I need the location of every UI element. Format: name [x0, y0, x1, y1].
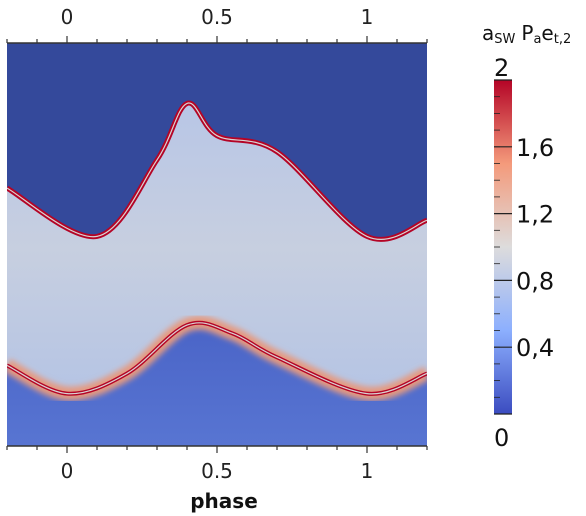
x-axis-top [6, 36, 428, 44]
x-axis-bottom [6, 445, 428, 453]
x-axis-bottom-tick-labels: 0 0.5 1 [61, 459, 374, 483]
colorbar-tick-label: 0,4 [516, 334, 554, 362]
x-axis-top-tick-label: 0.5 [201, 5, 233, 29]
heatmap-lower-region [7, 322, 427, 446]
x-axis-bottom-tick-label: 0.5 [201, 459, 233, 483]
colorbar-tick-label: 1,6 [516, 134, 554, 162]
colorbar-tick-label: 1,2 [516, 201, 554, 229]
x-axis-top-tick-labels: 0 0.5 1 [61, 5, 374, 29]
colorbar-title: aSW Paet,2 [482, 21, 571, 47]
heatmap-band-upper-outline [7, 102, 427, 240]
x-axis-top-tick-label: 1 [361, 5, 374, 29]
colorbar-tick-label: 2 [494, 54, 509, 82]
heatmap-band-lower-outline [7, 322, 427, 395]
x-axis-bottom-tick-label: 0 [61, 459, 74, 483]
x-axis-bottom-tick-label: 1 [361, 459, 374, 483]
colorbar-ticks: 2 1,6 1,2 0,8 0,4 0 [494, 54, 554, 452]
colorbar: aSW Paet,2 2 1,6 1,2 0,8 0,4 0 [482, 21, 571, 452]
x-axis-top-tick-label: 0 [61, 5, 74, 29]
heatmap-band [7, 103, 427, 394]
colorbar-tick-label: 0 [494, 424, 509, 452]
x-axis-title: phase [190, 489, 258, 513]
colorbar-tick-label: 0,8 [516, 267, 554, 295]
heatmap-plot-area [7, 43, 427, 446]
